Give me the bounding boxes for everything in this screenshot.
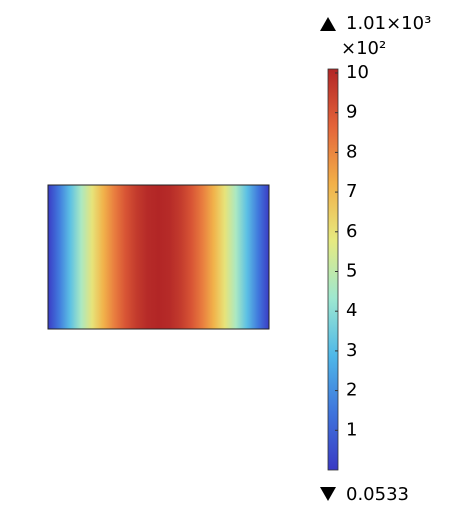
colorbar-tick-label: 4	[346, 300, 357, 321]
colorbar-tick-label: 3	[346, 340, 357, 361]
colorbar-tick-label: 10	[346, 62, 369, 83]
colorbar-tick-label: 9	[346, 102, 357, 123]
colorbar-tick-label: 8	[346, 141, 357, 162]
min-marker	[320, 487, 336, 501]
multiplier: ×10²	[341, 38, 386, 59]
colorbar-tick-label: 2	[346, 380, 357, 401]
colorbar-tick-label: 5	[346, 260, 357, 281]
min-label: 0.0533	[346, 484, 409, 505]
surface	[47, 184, 270, 330]
colorbar-tick-label: 6	[346, 221, 357, 242]
max-marker	[320, 17, 336, 31]
colorbar	[327, 68, 339, 471]
colorbar-tick-label: 7	[346, 181, 357, 202]
max-label: 1.01×10³	[346, 13, 431, 34]
colorbar-tick-label: 1	[346, 419, 357, 440]
